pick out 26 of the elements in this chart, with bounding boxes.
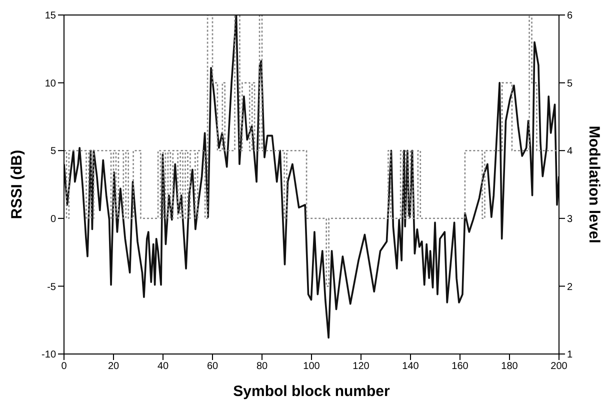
y-tick-label: 5	[50, 146, 56, 158]
y2-tick-label: 4	[567, 146, 573, 158]
y-tick-label: 15	[44, 10, 56, 22]
x-tick-label: 0	[61, 361, 68, 372]
x-axis-title: Symbol block number	[233, 383, 390, 400]
y2-axis-title: Modulation level	[586, 126, 603, 244]
y-axis-title: RSSI (dB)	[8, 150, 26, 220]
x-tick-label: 40	[157, 361, 169, 372]
x-tick-label: 60	[206, 361, 218, 372]
y-tick-label: 0	[50, 214, 56, 225]
y2-tick-label: 1	[567, 350, 573, 361]
x-tick-label: 20	[108, 361, 120, 372]
y2-tick-label: 5	[567, 78, 573, 90]
x-tick-label: 140	[402, 361, 420, 372]
y2-tick-label: 2	[567, 282, 573, 293]
x-tick-label: 180	[501, 361, 518, 372]
x-tick-label: 160	[452, 361, 469, 372]
x-tick-label: 120	[352, 361, 370, 372]
x-tick-label: 80	[256, 361, 268, 372]
y-tick-label: -5	[47, 282, 56, 293]
y2-tick-label: 6	[567, 10, 573, 22]
y-tick-label: 10	[44, 78, 56, 90]
x-tick-label: 100	[303, 361, 320, 372]
x-tick-label: 200	[550, 361, 568, 372]
y-tick-label: -10	[42, 350, 56, 361]
y2-tick-label: 3	[567, 214, 573, 225]
